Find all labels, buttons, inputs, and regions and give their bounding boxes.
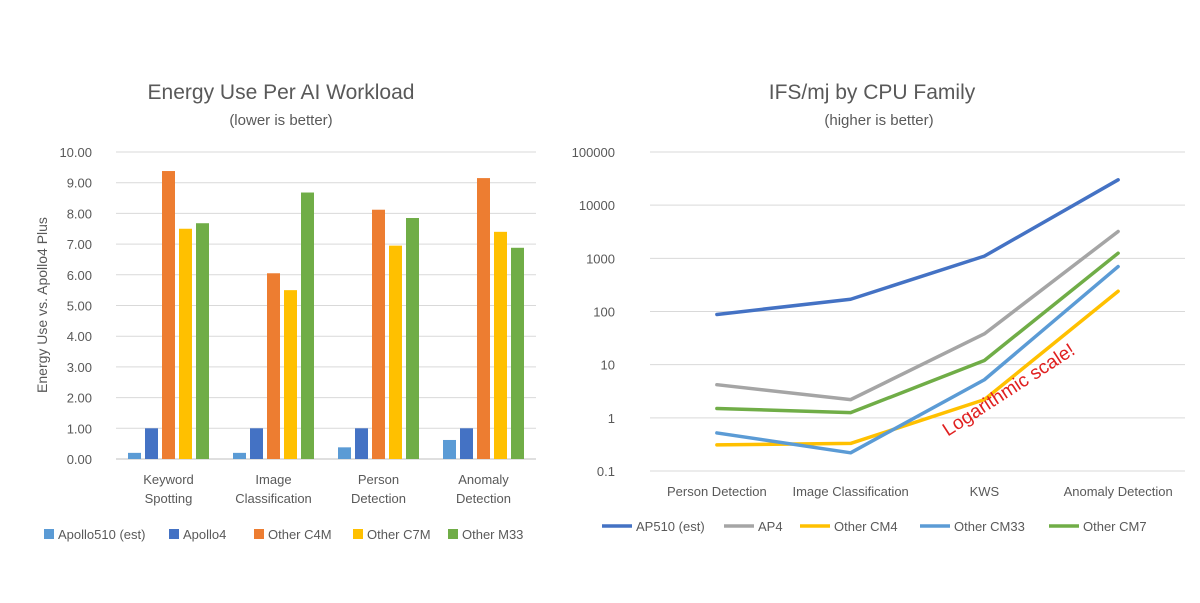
line-chart-subtitle: (higher is better) bbox=[824, 112, 933, 129]
bar bbox=[406, 218, 419, 459]
bar bbox=[196, 223, 209, 459]
bar bbox=[250, 428, 263, 459]
bar-y-tick-label: 5.00 bbox=[67, 299, 92, 314]
line-chart-y-ticks: 0.1 1 10 100 1000 10000 100000 bbox=[572, 145, 615, 479]
legend-label: Apollo510 (est) bbox=[58, 527, 145, 542]
legend-label: AP4 bbox=[758, 519, 783, 534]
series-line bbox=[715, 178, 1120, 317]
bar-x-tick-label: Image bbox=[255, 472, 291, 487]
bar-y-tick-label: 6.00 bbox=[67, 268, 92, 283]
bar bbox=[233, 452, 246, 459]
bar-chart-y-axis-label: Energy Use vs. Apollo4 Plus bbox=[34, 217, 50, 393]
bar bbox=[267, 273, 280, 459]
bar-y-tick-label: 1.00 bbox=[67, 421, 92, 436]
legend-swatch bbox=[169, 529, 179, 539]
bar-x-tick-label: Detection bbox=[456, 491, 511, 506]
bar bbox=[494, 231, 507, 459]
series-line bbox=[715, 229, 1120, 402]
bar-chart-title: Energy Use Per AI Workload bbox=[148, 81, 415, 104]
bar-chart-subtitle: (lower is better) bbox=[229, 112, 332, 129]
series-line bbox=[715, 251, 1120, 415]
bar-x-tick-label: Spotting bbox=[145, 491, 193, 506]
bar bbox=[284, 290, 297, 459]
legend-swatch bbox=[254, 529, 264, 539]
legend-label: Other C7M bbox=[367, 527, 431, 542]
line-x-tick-label: KWS bbox=[970, 484, 1000, 499]
line-y-tick-label: 100 bbox=[593, 305, 615, 320]
bar-x-tick-label: Person bbox=[358, 472, 399, 487]
bar-y-tick-label: 0.00 bbox=[67, 452, 92, 467]
legend-swatch bbox=[44, 529, 54, 539]
bar bbox=[511, 247, 524, 459]
bar-chart: Energy Use Per AI Workload (lower is bet… bbox=[34, 81, 536, 542]
line-x-tick-label: Anomaly Detection bbox=[1064, 484, 1173, 499]
bar bbox=[338, 447, 351, 459]
bar-chart-y-ticks: 0.00 1.00 2.00 3.00 4.00 5.00 6.00 7.00 8.00 9.00… bbox=[59, 145, 92, 467]
bar bbox=[389, 245, 402, 459]
bar bbox=[355, 428, 368, 459]
line-y-tick-label: 1 bbox=[608, 411, 615, 426]
bar-y-tick-label: 3.00 bbox=[67, 360, 92, 375]
bar-y-tick-label: 8.00 bbox=[67, 206, 92, 221]
bar-y-tick-label: 10.00 bbox=[59, 145, 92, 160]
line-y-tick-label: 10000 bbox=[579, 198, 615, 213]
legend-label: Apollo4 bbox=[183, 527, 226, 542]
bar-chart-legend: Apollo510 (est) Apollo4 Other C4M Other C7M… bbox=[44, 527, 523, 542]
legend-label: Other CM4 bbox=[834, 519, 898, 534]
bar bbox=[145, 428, 158, 459]
line-y-tick-label: 0.1 bbox=[597, 464, 615, 479]
line-chart-title: IFS/mj by CPU Family bbox=[769, 81, 976, 104]
bar-y-tick-label: 9.00 bbox=[67, 176, 92, 191]
line-y-tick-label: 100000 bbox=[572, 145, 615, 160]
bar-x-tick-label: Classification bbox=[235, 491, 312, 506]
bar-y-tick-label: 2.00 bbox=[67, 391, 92, 406]
bar bbox=[372, 209, 385, 459]
bar bbox=[162, 171, 175, 459]
bar-y-tick-label: 7.00 bbox=[67, 237, 92, 252]
bar bbox=[179, 228, 192, 459]
legend-label: Other C4M bbox=[268, 527, 332, 542]
legend-label: AP510 (est) bbox=[636, 519, 705, 534]
line-x-tick-label: Person Detection bbox=[667, 484, 767, 499]
bar-chart-x-ticks: Keyword Spotting Image Classification Person… bbox=[143, 472, 511, 506]
bar-y-tick-label: 4.00 bbox=[67, 329, 92, 344]
legend-label: Other CM7 bbox=[1083, 519, 1147, 534]
line-y-tick-label: 1000 bbox=[586, 251, 615, 266]
bar bbox=[301, 192, 314, 460]
bar-x-tick-label: Anomaly bbox=[458, 472, 509, 487]
bar bbox=[128, 452, 141, 459]
legend-swatch bbox=[353, 529, 363, 539]
bar-chart-bars bbox=[128, 171, 524, 460]
legend-label: Other M33 bbox=[462, 527, 523, 542]
bar bbox=[477, 178, 490, 459]
legend-label: Other CM33 bbox=[954, 519, 1025, 534]
line-chart-legend: AP510 (est) AP4 Other CM4 Other CM33 Other C… bbox=[602, 519, 1147, 534]
line-chart-x-ticks: Person Detection Image Classification KWS A… bbox=[667, 484, 1173, 499]
line-chart: IFS/mj by CPU Family (higher is better) … bbox=[572, 81, 1185, 534]
series-line bbox=[715, 264, 1120, 455]
line-y-tick-label: 10 bbox=[601, 358, 615, 373]
bar-x-tick-label: Detection bbox=[351, 491, 406, 506]
line-chart-series bbox=[715, 178, 1120, 455]
line-x-tick-label: Image Classification bbox=[792, 484, 908, 499]
bar bbox=[443, 439, 456, 459]
bar bbox=[460, 428, 473, 459]
legend-swatch bbox=[448, 529, 458, 539]
log-scale-annotation: Logarithmic scale! bbox=[939, 340, 1079, 441]
bar-x-tick-label: Keyword bbox=[143, 472, 194, 487]
